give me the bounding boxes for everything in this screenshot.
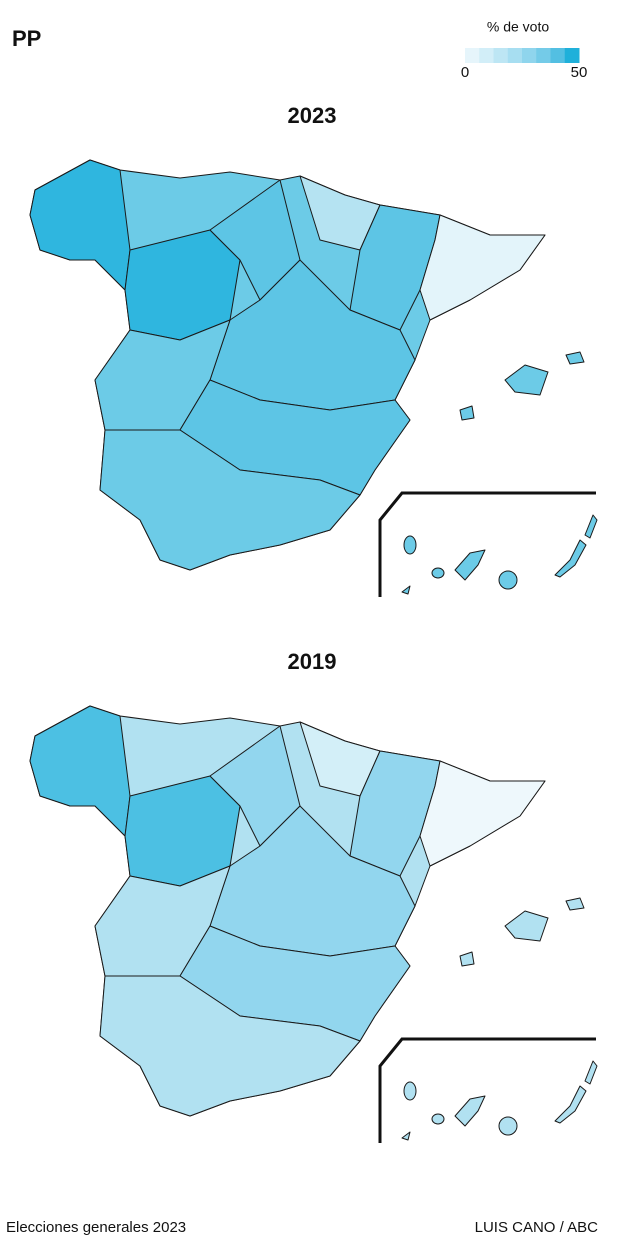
footer-source: Elecciones generales 2023 xyxy=(6,1219,186,1236)
map-2019 xyxy=(28,704,599,1145)
legend-tick-label: 50 xyxy=(571,64,588,81)
legend-swatch xyxy=(550,48,566,63)
legend-swatch xyxy=(479,48,494,63)
legend-swatch xyxy=(507,48,523,63)
footer-credit: LUIS CANO / ABC xyxy=(475,1219,599,1236)
legend-tick-label: 0 xyxy=(461,64,469,81)
legend: 0 50 xyxy=(461,48,588,81)
map-title: 2019 xyxy=(288,649,337,674)
legend-swatch xyxy=(493,48,509,63)
legend-swatch xyxy=(465,48,480,63)
legend-swatch xyxy=(522,48,537,63)
legend-swatch xyxy=(564,48,580,63)
map-title: 2023 xyxy=(288,103,337,128)
map-2023 xyxy=(28,158,599,599)
legend-title: % de voto xyxy=(487,19,549,35)
title: PP xyxy=(12,26,41,51)
legend-swatch xyxy=(536,48,551,63)
